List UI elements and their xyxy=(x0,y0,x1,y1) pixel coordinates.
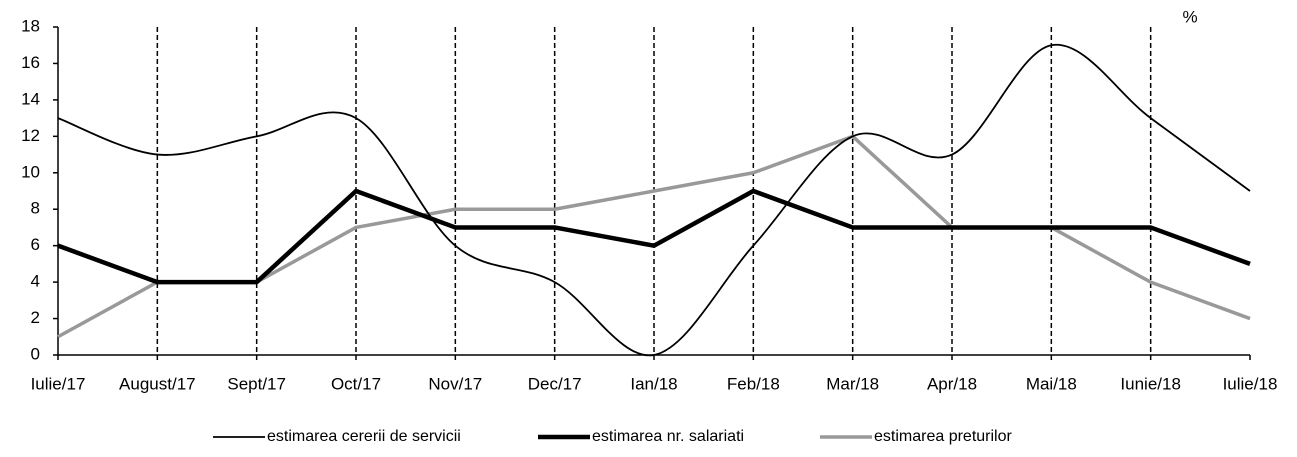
x-tick-label: Ian/18 xyxy=(630,374,677,393)
y-tick-label: 14 xyxy=(21,89,40,108)
x-tick-label: Mar/18 xyxy=(826,374,879,393)
x-tick-label: Apr/18 xyxy=(927,374,977,393)
series-line xyxy=(57,188,1251,285)
legend-label: estimarea preturilor xyxy=(874,428,1013,445)
x-tick-label: Sept/17 xyxy=(227,374,286,393)
y-tick-label: 0 xyxy=(31,344,40,363)
x-tick-label: Feb/18 xyxy=(727,374,780,393)
y-tick-label: 2 xyxy=(31,308,40,327)
y-tick-label: 16 xyxy=(21,53,40,72)
x-tick-label: Dec/17 xyxy=(528,374,582,393)
x-tick-label: Nov/17 xyxy=(428,374,482,393)
y-tick-label: 10 xyxy=(21,162,40,181)
legend-label: estimarea nr. salariati xyxy=(592,428,744,445)
series-line xyxy=(57,44,1251,357)
x-tick-label: August/17 xyxy=(119,374,196,393)
legend-label: estimarea cererii de servicii xyxy=(267,428,461,445)
y-tick-label: 18 xyxy=(21,16,40,35)
y-tick-label: 12 xyxy=(21,126,40,145)
unit-annotation: % xyxy=(1182,7,1197,26)
x-tick-label: Iulie/18 xyxy=(1223,374,1278,393)
y-tick-label: 4 xyxy=(31,272,40,291)
x-tick-label: Mai/18 xyxy=(1026,374,1077,393)
y-tick-label: 6 xyxy=(31,235,40,254)
x-tick-label: Iulie/17 xyxy=(31,374,86,393)
x-tick-label: Oct/17 xyxy=(331,374,381,393)
x-tick-label: Iunie/18 xyxy=(1120,374,1181,393)
y-tick-label: 8 xyxy=(31,199,40,218)
